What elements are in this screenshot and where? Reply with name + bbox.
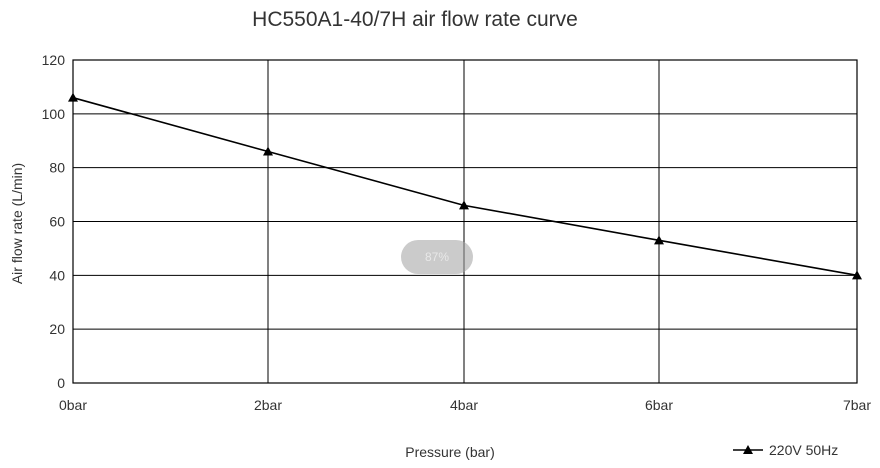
y-tick-label: 60 <box>49 214 65 230</box>
zoom-level-badge[interactable]: 87% <box>401 240 473 274</box>
data-point-marker <box>852 270 862 280</box>
x-axis-label: Pressure (bar) <box>405 444 494 460</box>
x-tick-label: 4bar <box>450 397 478 413</box>
y-tick-label: 40 <box>49 267 65 283</box>
x-tick-label: 7bar <box>843 397 871 413</box>
y-tick-label: 120 <box>42 52 66 68</box>
legend-marker <box>743 445 753 454</box>
legend-label: 220V 50Hz <box>769 442 838 458</box>
data-point-marker <box>459 200 469 210</box>
y-tick-label: 20 <box>49 321 65 337</box>
plot-frame <box>72 59 858 384</box>
x-tick-label: 2bar <box>254 397 282 413</box>
zoom-level-label: 87% <box>424 250 450 264</box>
x-tick-label: 6bar <box>645 397 673 413</box>
x-tick-label: 0bar <box>59 397 87 413</box>
y-tick-label: 80 <box>49 160 65 176</box>
chart-title: HC550A1-40/7H air flow rate curve <box>252 8 578 31</box>
y-tick-label: 100 <box>42 106 66 122</box>
y-axis-label: Air flow rate (L/min) <box>9 163 25 284</box>
data-point-marker <box>654 235 664 245</box>
data-point-marker <box>263 146 273 156</box>
y-tick-label: 0 <box>57 375 65 391</box>
data-point-marker <box>68 92 78 102</box>
